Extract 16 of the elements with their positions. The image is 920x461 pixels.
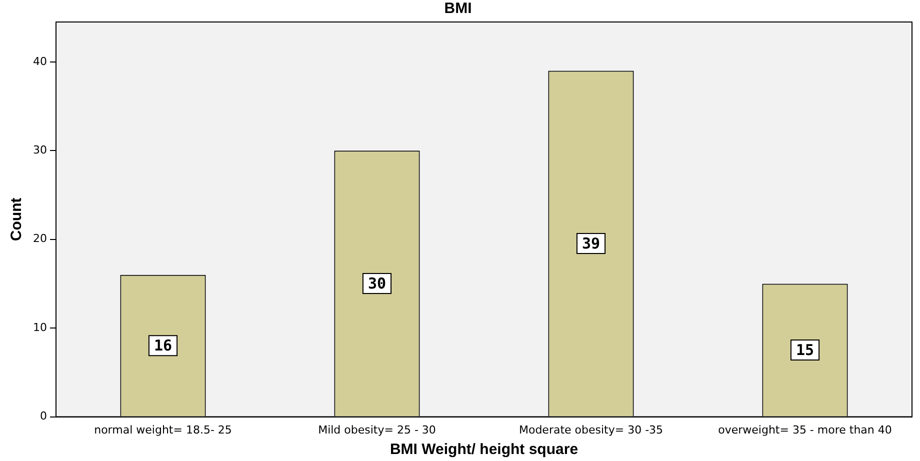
chart-title: BMI (444, 0, 472, 18)
y-tick-label: 10 (32, 320, 47, 334)
data-label: 30 (368, 274, 386, 292)
y-axis-title: Count (8, 198, 26, 242)
y-tick-label: 0 (40, 410, 47, 423)
y-tick-label: 30 (32, 144, 47, 156)
x-tick-label: Moderate obesity= 30 -35 (518, 423, 664, 436)
data-label: 15 (796, 340, 814, 359)
x-tick-label: Mild obesity= 25 - 30 (318, 423, 436, 436)
y-tick-label: 20 (32, 232, 47, 246)
x-tick-label: overweight= 35 - more than 40 (718, 423, 892, 436)
x-axis-title: BMI Weight/ height square (390, 441, 578, 458)
data-label: 39 (582, 234, 600, 252)
x-tick-label: normal weight= 18.5- 25 (94, 423, 232, 436)
data-label: 16 (154, 336, 172, 354)
y-tick-label: 40 (32, 54, 47, 68)
